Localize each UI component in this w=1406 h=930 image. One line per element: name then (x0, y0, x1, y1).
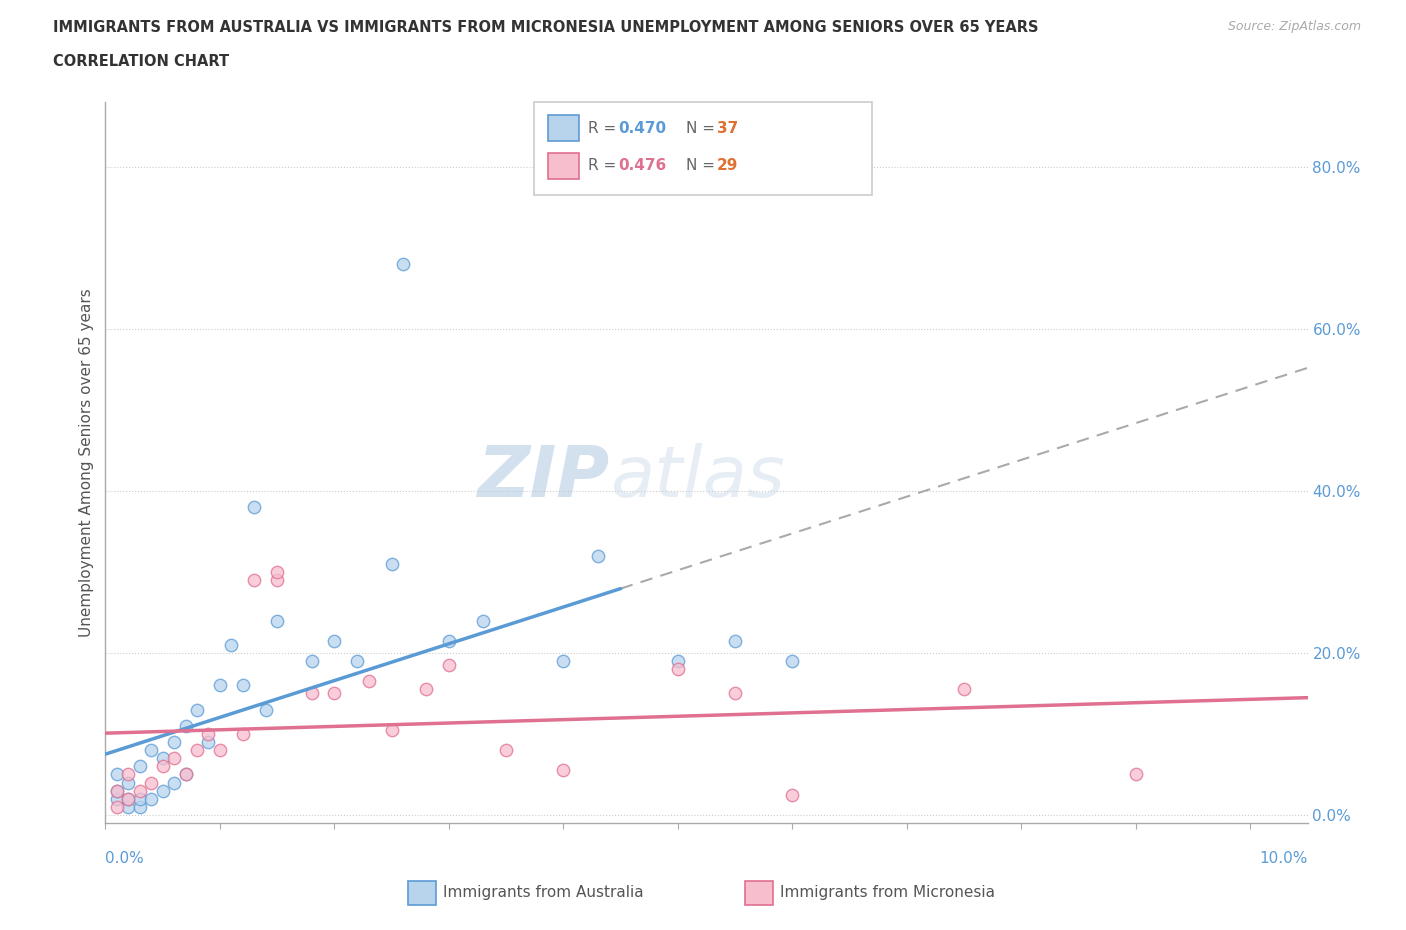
Point (232, 678, 254, 693)
Point (346, 654, 368, 669)
Point (953, 682, 976, 697)
Point (197, 735, 219, 750)
Point (117, 767, 139, 782)
Point (323, 633, 346, 648)
Text: IMMIGRANTS FROM AUSTRALIA VS IMMIGRANTS FROM MICRONESIA UNEMPLOYMENT AMONG SENIO: IMMIGRANTS FROM AUSTRALIA VS IMMIGRANTS … (53, 20, 1039, 35)
Point (105, 791, 128, 806)
Point (141, 775, 163, 790)
Point (128, 783, 150, 798)
Point (163, 775, 186, 790)
Point (163, 751, 186, 765)
Point (472, 613, 495, 628)
Point (208, 743, 231, 758)
Text: atlas: atlas (610, 443, 785, 512)
Text: 37: 37 (717, 121, 738, 136)
Text: Immigrants from Micronesia: Immigrants from Micronesia (780, 885, 995, 900)
Point (301, 686, 323, 701)
Point (392, 257, 415, 272)
Text: R =: R = (588, 158, 621, 173)
Point (117, 800, 139, 815)
Point (553, 654, 575, 669)
Point (666, 654, 689, 669)
Point (163, 735, 186, 750)
Point (152, 783, 174, 798)
Point (128, 800, 150, 815)
Point (186, 702, 208, 717)
Point (117, 791, 139, 806)
Point (174, 767, 197, 782)
Text: Source: ZipAtlas.com: Source: ZipAtlas.com (1227, 20, 1361, 33)
Y-axis label: Unemployment Among Seniors over 65 years: Unemployment Among Seniors over 65 years (79, 288, 94, 637)
Point (495, 743, 517, 758)
Point (586, 549, 609, 564)
Point (221, 637, 243, 652)
Point (174, 719, 197, 734)
Point (117, 775, 139, 790)
Point (174, 767, 197, 782)
Point (323, 686, 346, 701)
Point (208, 678, 231, 693)
Text: R =: R = (588, 121, 621, 136)
Point (128, 759, 150, 774)
Point (357, 674, 380, 689)
Point (141, 743, 163, 758)
Point (553, 763, 575, 777)
Text: N =: N = (686, 158, 720, 173)
Point (415, 682, 437, 697)
Point (437, 658, 460, 672)
Text: 0.476: 0.476 (619, 158, 666, 173)
Point (782, 654, 804, 669)
Point (105, 783, 128, 798)
Point (186, 743, 208, 758)
Text: ZIP: ZIP (478, 443, 610, 512)
Point (105, 800, 128, 815)
Point (301, 654, 323, 669)
Text: 0.470: 0.470 (619, 121, 666, 136)
Point (141, 791, 163, 806)
Text: 29: 29 (717, 158, 738, 173)
Point (782, 788, 804, 803)
Point (266, 565, 288, 579)
Text: 10.0%: 10.0% (1260, 851, 1308, 866)
Point (266, 573, 288, 588)
Point (197, 726, 219, 741)
Point (128, 791, 150, 806)
Point (266, 613, 288, 628)
Point (105, 783, 128, 798)
Point (232, 726, 254, 741)
Point (381, 556, 404, 571)
Point (666, 662, 689, 677)
Point (254, 702, 277, 717)
Point (117, 791, 139, 806)
Text: N =: N = (686, 121, 720, 136)
Point (243, 499, 266, 514)
Point (381, 723, 404, 737)
Text: 0.0%: 0.0% (105, 851, 145, 866)
Point (724, 686, 747, 701)
Point (1125, 767, 1147, 782)
Text: Immigrants from Australia: Immigrants from Australia (443, 885, 644, 900)
Point (152, 759, 174, 774)
Point (152, 751, 174, 765)
Point (105, 767, 128, 782)
Point (243, 573, 266, 588)
Text: CORRELATION CHART: CORRELATION CHART (53, 54, 229, 69)
Point (437, 633, 460, 648)
Point (724, 633, 747, 648)
